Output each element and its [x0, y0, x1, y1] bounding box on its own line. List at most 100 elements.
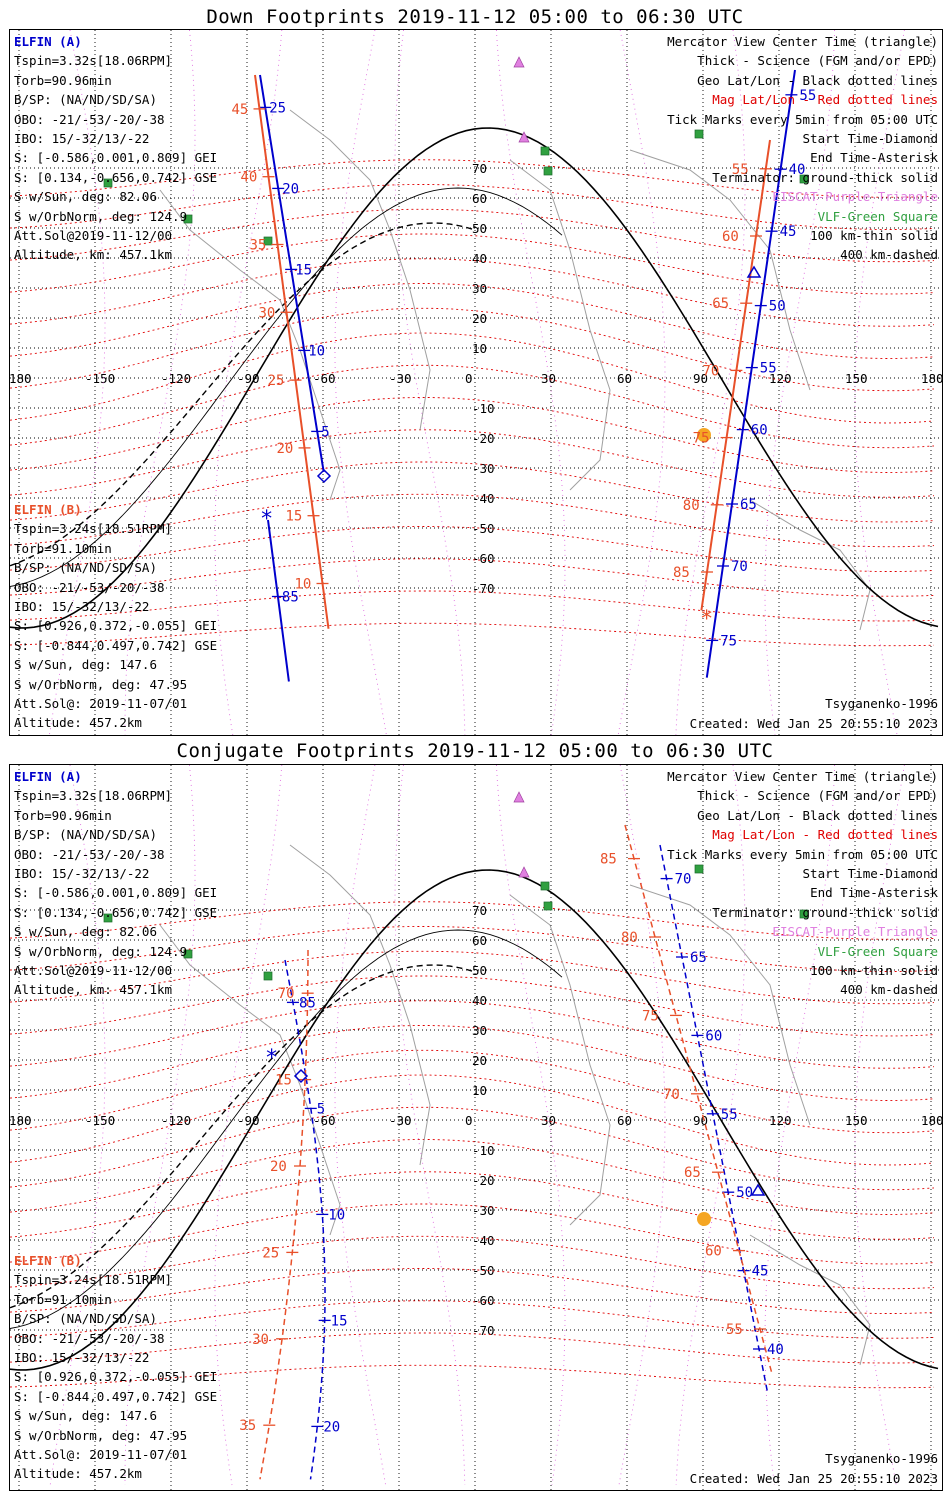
- latitude-label: -70: [472, 1323, 495, 1338]
- latitude-label: 70: [472, 161, 487, 176]
- elfin-a-label: ELFIN (A): [14, 34, 82, 49]
- legend-item: 400 km-dashed: [840, 247, 938, 263]
- elfin-b-track-east-tick-label: 60: [705, 1244, 722, 1260]
- elfin-b-track-west-tick-label: 10: [295, 577, 312, 593]
- elfin-a-track-west-tick-label: 15: [331, 1313, 348, 1329]
- elfin-b-track-west-tick-label: 70: [278, 986, 295, 1002]
- elfin-b-track-west-tick-label: 25: [262, 1245, 279, 1261]
- elfin-a-track-east-tick-label: 45: [752, 1264, 769, 1280]
- legend-item: End Time-Asterisk: [810, 885, 938, 901]
- longitude-label: -90: [237, 371, 260, 386]
- elfin-a-param-line: S: [0.134,-0.656,0.742] GSE: [14, 169, 218, 185]
- elfin-a-track-east-tick-label: 65: [690, 950, 707, 966]
- elfin-b-param-line: Torb=91.10min: [14, 1291, 112, 1307]
- vlf-square: [540, 881, 550, 891]
- elfin-a-param-line: OBO: -21/-53/-20/-38: [14, 111, 165, 127]
- mag-latitude-line: [10, 526, 935, 572]
- elfin-a-track-west-lower-tick-label: 85: [282, 590, 299, 606]
- longitude-label: 150: [845, 1113, 868, 1128]
- vlf-square: [543, 166, 553, 176]
- vlf-square: [799, 174, 809, 184]
- vlf-square: [103, 913, 113, 923]
- latitude-label: -60: [472, 1293, 495, 1308]
- longitude-label: 180: [10, 1113, 32, 1128]
- elfin-b-info: ELFIN (B) Tspin=3.24s[18.51RPM] Torb=91.1…: [14, 500, 217, 733]
- longitude-label: -120: [161, 1113, 191, 1128]
- legend-item: 100 km-thin solid: [810, 963, 938, 979]
- 100km-line: [10, 929, 563, 1329]
- longitude-label: 180: [10, 371, 32, 386]
- terminator-line: [10, 127, 939, 629]
- mag-latitude-line: [10, 208, 935, 263]
- elfin-a-track-west-tick-label: 25: [269, 100, 286, 116]
- elfin-a-track-west-tick-label: 20: [323, 1419, 340, 1435]
- elfin-b-track-west-tick-label: 35: [250, 238, 267, 254]
- elfin-b-track-west: [254, 74, 330, 629]
- legend-item: Mercator View Center Time (triangle): [667, 769, 938, 784]
- elfin-a-param-line: Tspin=3.32s[18.06RPM]: [14, 53, 173, 69]
- elfin-b-param-line: Tspin=3.24s[18.51RPM]: [14, 1272, 173, 1288]
- legend-item: VLF-Green Square: [817, 943, 938, 959]
- elfin-b-track-east: [700, 139, 771, 611]
- map-legend: Mercator View Center Time (triangle) Thic…: [667, 767, 938, 1000]
- start-diamond: [316, 468, 332, 484]
- latitude-label: 60: [472, 933, 487, 948]
- longitude-label: -150: [85, 371, 115, 386]
- elfin-b-track-east-tick-label: 80: [621, 930, 638, 946]
- elfin-a-info: ELFIN (A) Tspin=3.32s[18.06RPM] Torb=90.9…: [14, 32, 217, 265]
- elfin-a-parameters: Tspin=3.32s[18.06RPM] Torb=90.96min B/SP: …: [14, 51, 217, 264]
- latitude-label: 60: [472, 191, 487, 206]
- elfin-a-track-west-tick-label: 15: [295, 262, 312, 278]
- elfin-a-param-line: Att.Sol@2019-11-12/00: [14, 963, 173, 979]
- elfin-a-param-line: S: [-0.586,0.001,0.809] GEI: [14, 885, 218, 901]
- elfin-a-label: ELFIN (A): [14, 769, 82, 784]
- longitude-label: 120: [769, 371, 792, 386]
- elfin-a-param-line: Torb=90.96min: [14, 807, 112, 823]
- latitude-label: 10: [472, 1083, 487, 1098]
- mag-longitude-line: [214, 765, 283, 1486]
- longitude-label: 180: [921, 371, 942, 386]
- mag-latitude-line: [10, 1364, 935, 1389]
- down-footprints-map: 180 -150 -120 -90 -60 -30 0 30 60 90 120 150 180 -70 -…: [9, 29, 943, 736]
- mag-latitude-line: [10, 1106, 935, 1191]
- panel-2-title: Conjugate Footprints 2019-11-12 05:00 to…: [176, 740, 774, 762]
- mag-longitude-line: [334, 30, 387, 735]
- elfin-b-param-line: S w/OrbNorm, deg: 47.95: [14, 1427, 188, 1443]
- latitude-label: 40: [472, 251, 487, 266]
- eiscat-triangle: [518, 866, 530, 878]
- elfin-b-track-east-tick-label: 55: [732, 162, 749, 178]
- end-asterisk: *: [260, 507, 273, 532]
- model-label: Tsyganenko-1996: [825, 1451, 938, 1466]
- legend-item: Mag Lat/Lon - Red dotted lines: [712, 92, 938, 108]
- map-legend: Mercator View Center Time (triangle) Thic…: [667, 32, 938, 265]
- mag-latitude-line: [10, 364, 935, 449]
- mag-latitude-line: [10, 1171, 935, 1240]
- elfin-b-param-line: Att.Sol@: 2019-11-07/01: [14, 1447, 188, 1463]
- vlf-square: [263, 971, 273, 981]
- elfin-b-track-west-tick-label: 20: [277, 441, 294, 457]
- elfin-b-track-east-tick-label: 85: [673, 565, 690, 581]
- elfin-a-track-west: [284, 959, 326, 1480]
- elfin-a-track-east-tick-label: 60: [751, 423, 768, 439]
- mag-latitude-line: [10, 1074, 935, 1166]
- elfin-a-track-west-lower: [267, 519, 290, 682]
- elfin-b-info: ELFIN (B) Tspin=3.24s[18.51RPM] Torb=91.1…: [14, 1251, 217, 1484]
- latitude-label: 10: [472, 341, 487, 356]
- end-asterisk: *: [700, 607, 713, 632]
- elfin-a-track-east-tick-label: 40: [789, 162, 806, 178]
- mag-latitude-line: [10, 233, 935, 295]
- mag-latitude-line: [10, 622, 935, 647]
- elfin-b-track-west-tick-label: 30: [252, 1332, 269, 1348]
- longitude-label: 60: [617, 1113, 632, 1128]
- vlf-square: [263, 236, 273, 246]
- elfin-a-param-line: B/SP: (NA/ND/SD/SA): [14, 92, 157, 108]
- elfin-b-track-west-tick-label: 25: [268, 373, 285, 389]
- legend-item: VLF-Green Square: [817, 208, 938, 224]
- coastline: [749, 499, 871, 631]
- mag-longitude-line: [764, 765, 836, 1486]
- vlf-square: [183, 949, 193, 959]
- elfin-a-param-line: S w/OrbNorm, deg: 124.9: [14, 943, 188, 959]
- mag-latitude-line: [10, 461, 935, 523]
- vlf-square: [540, 146, 550, 156]
- elfin-b-param-line: IBO: 15/-32/13/-22: [14, 599, 150, 615]
